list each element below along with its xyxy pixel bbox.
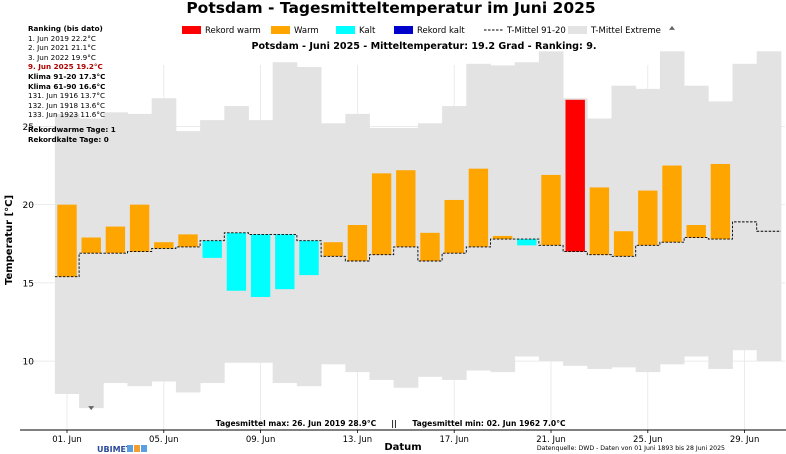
daily-bar — [371, 173, 392, 255]
x-axis-label: Datum — [384, 442, 421, 453]
ranking-line: Klima 91-20 17.3°C — [28, 71, 106, 81]
y-tick-label: 15 — [23, 279, 34, 289]
daily-bar — [81, 237, 101, 254]
ranking-line: 132. Jun 1918 13.6°C — [28, 100, 105, 110]
ranking-line: Klima 61-90 16.6°C — [28, 81, 106, 91]
extreme-band-day — [611, 85, 637, 368]
x-tick-label: 29. Jun — [730, 435, 760, 445]
daily-bar — [275, 234, 295, 290]
daily-bar — [710, 163, 731, 240]
x-tick-label: 17. Jun — [439, 435, 469, 445]
ranking-line: 2. Jun 2021 21.1°C — [28, 43, 96, 53]
logo-text: UBIMET — [97, 445, 132, 454]
legend-label: T-Mittel Extreme — [590, 26, 661, 36]
daily-bar — [57, 204, 77, 277]
extreme-band-day — [272, 62, 298, 384]
chart-subtitle: Potsdam - Juni 2025 - Mitteltemperatur: … — [251, 41, 596, 52]
legend-swatch — [271, 26, 290, 34]
daily-bar — [347, 225, 368, 261]
x-tick-label: 05. Jun — [149, 435, 179, 445]
footer-max-text: Tagesmittel max: 26. Jun 2019 28.9°C — [216, 419, 377, 428]
daily-bar — [154, 242, 174, 249]
extreme-markers — [88, 25, 675, 411]
y-tick-label: 20 — [23, 201, 35, 211]
extreme-band-day — [514, 62, 540, 357]
ubimet-logo: UBIMET — [97, 445, 147, 454]
daily-bar — [299, 240, 319, 276]
legend-swatch — [568, 26, 587, 34]
ranking-list: 1. Jun 2019 22.2°C 2. Jun 2021 21.1°C 3. J… — [28, 34, 116, 120]
daily-bar — [226, 232, 247, 291]
extreme-band-day — [79, 118, 104, 409]
ranking-line: 131. Jun 1916 13.7°C — [28, 91, 105, 101]
daily-bar — [202, 240, 222, 258]
extreme-band-day — [684, 85, 709, 357]
footer-min-text: Tagesmittel min: 02. Jun 1962 7.0°C — [412, 419, 566, 428]
record-cold-days: Rekordkalte Tage: 0 — [28, 134, 109, 144]
daily-bar — [613, 231, 634, 257]
record-min-marker — [88, 406, 95, 411]
extreme-band-day — [756, 51, 782, 362]
daily-bars — [57, 99, 731, 297]
daily-bar — [323, 242, 343, 257]
x-axis-ticks: 01. Jun 05. Jun 09. Jun 13. Jun 17. Jun 21. J… — [52, 430, 760, 445]
daily-bar — [565, 99, 585, 252]
chart-title: Potsdam - Tagesmitteltemperatur im Juni … — [186, 0, 595, 17]
legend-swatch — [394, 26, 413, 34]
x-tick-label: 09. Jun — [246, 435, 276, 445]
ranking-line: 133. Jun 1923 11.6°C — [28, 110, 105, 120]
extreme-band-day — [490, 65, 516, 373]
mean-91-20-line — [54, 221, 781, 278]
daily-bar — [129, 204, 150, 252]
daily-bar — [250, 234, 271, 297]
y-tick-label: 10 — [23, 358, 35, 368]
ranking-line: 9. Jun 2025 19.2°C — [28, 62, 103, 72]
extreme-band-day — [732, 63, 758, 351]
legend-swatch — [336, 26, 355, 34]
data-source: Datenquelle: DWD - Daten von 01 Juni 189… — [537, 445, 725, 452]
y-axis-ticks: 10 15 20 25 — [23, 123, 35, 368]
extreme-band-day — [296, 66, 322, 387]
daily-bar — [517, 239, 537, 246]
mean-91-20-path — [54, 221, 781, 278]
x-tick-label: 01. Jun — [52, 435, 82, 445]
footer-separator: || — [391, 419, 397, 429]
daily-bar — [420, 232, 440, 261]
y-tick-label: 25 — [23, 123, 34, 133]
ranking-panel: Ranking (bis dato) 1. Jun 2019 22.2°C 2. … — [28, 24, 116, 144]
daily-bar — [468, 168, 489, 247]
record-max-marker — [669, 25, 675, 30]
ranking-line: 1. Jun 2019 22.2°C — [28, 33, 96, 43]
legend: Rekord warm Warm Kalt Rekord kalt T-Mittel 9… — [182, 26, 661, 36]
daily-bar — [492, 235, 513, 240]
daily-bar — [444, 199, 464, 254]
legend-label: Rekord kalt — [417, 26, 465, 36]
x-tick-label: 21. Jun — [536, 435, 566, 445]
record-warm-days: Rekordwarme Tage: 1 — [28, 124, 116, 134]
extreme-band-day — [151, 98, 177, 382]
ranking-header: Ranking (bis dato) — [28, 24, 103, 33]
legend-label: Kalt — [359, 26, 376, 36]
extreme-band-day — [175, 131, 201, 393]
extreme-band-day — [393, 127, 419, 388]
x-tick-label: 25. Jun — [633, 435, 663, 445]
daily-bar — [638, 190, 658, 246]
daily-bar — [589, 187, 610, 255]
daily-bar — [105, 226, 126, 254]
daily-bar — [662, 165, 682, 243]
ranking-line: 3. Jun 2022 19.9°C — [28, 52, 96, 62]
daily-bar — [686, 225, 706, 238]
legend-label: Warm — [294, 26, 319, 36]
legend-swatch — [182, 26, 201, 34]
legend-label: Rekord warm — [205, 26, 261, 36]
daily-bar — [396, 170, 416, 247]
x-tick-label: 13. Jun — [343, 435, 373, 445]
daily-bar — [178, 234, 198, 247]
daily-bar — [541, 174, 561, 246]
y-axis-label: Temperatur [°C] — [4, 195, 15, 285]
legend-label: T-Mittel 91-20 — [506, 26, 566, 36]
